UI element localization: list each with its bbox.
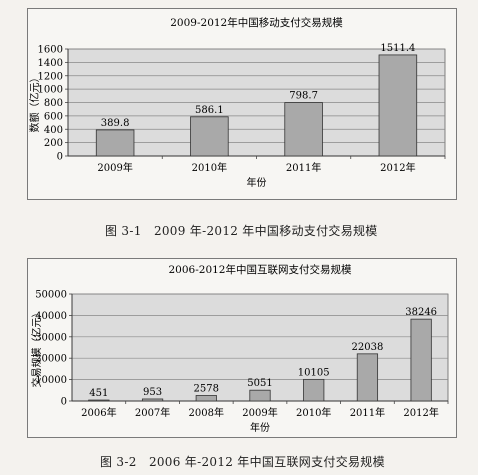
x-tick-label: 2012年 (403, 406, 438, 419)
y-tick-label: 10000 (35, 375, 67, 386)
x-tick-label: 2010年 (296, 406, 331, 419)
chart-internet-payment: 2006-2012年中国互联网支付交易规模 0 10000 20000 30000 400… (27, 258, 457, 438)
figure-caption-1: 图 3-1 2009 年-2012 年中国移动支付交易规模 (105, 224, 378, 238)
bar (195, 395, 217, 402)
data-label: 798.7 (289, 91, 318, 102)
data-label: 586.1 (195, 105, 224, 116)
bar (303, 378, 325, 402)
data-label: 38246 (405, 307, 437, 318)
y-axis-label: 交易规模（亿元） (30, 308, 43, 388)
y-tick-label: 40000 (35, 311, 67, 322)
data-label: 22038 (352, 342, 384, 353)
y-axis-label: 数额（亿元） (28, 73, 41, 133)
y-tick-label: 0 (61, 397, 67, 408)
x-axis-label: 年份 (247, 176, 267, 189)
bar (141, 398, 164, 402)
bar (378, 54, 418, 157)
y-tick-label: 0 (57, 152, 63, 163)
y-tick-label: 600 (44, 111, 63, 122)
x-tick-label: 2010年 (192, 161, 227, 174)
chart-mobile-payment: 2009-2012年中国移动支付交易规模 0 200 400 600 800 1000 120… (27, 8, 457, 200)
y-tick-label: 800 (44, 98, 63, 109)
x-tick-label: 2009年 (97, 161, 132, 174)
data-label: 2578 (194, 383, 219, 394)
y-tick-label: 50000 (35, 290, 67, 301)
bar (95, 129, 135, 157)
bar (410, 318, 432, 402)
data-label: 5051 (247, 378, 272, 389)
bar (356, 353, 379, 402)
y-tick-label: 30000 (35, 332, 67, 343)
chart-mobile-payment-svg: 2009-2012年中国移动支付交易规模 0 200 400 600 800 1000 120… (28, 16, 446, 189)
x-tick-label: 2006年 (81, 406, 116, 419)
chart-title: 2009-2012年中国移动支付交易规模 (170, 16, 343, 29)
x-tick-label: 2011年 (350, 406, 385, 419)
data-label: 953 (143, 387, 162, 398)
bar (190, 116, 229, 157)
x-tick-label: 2012年 (380, 161, 415, 174)
x-tick-label: 2008年 (189, 406, 224, 419)
y-tick-label: 400 (44, 125, 63, 136)
y-tick-label: 1600 (38, 45, 63, 56)
data-label: 451 (89, 388, 108, 399)
y-tick-label: 200 (44, 138, 63, 149)
y-tick-label: 1000 (38, 85, 63, 96)
x-tick-label: 2009年 (242, 406, 277, 419)
x-tick-label: 2011年 (286, 161, 321, 174)
x-tick-label: 2007年 (135, 406, 170, 419)
bar (284, 102, 323, 157)
bar (249, 389, 271, 402)
y-tick-label: 1200 (38, 71, 63, 82)
data-label: 10105 (298, 367, 330, 378)
y-tick-label: 20000 (35, 354, 67, 365)
chart-title: 2006-2012年中国互联网支付交易规模 (169, 263, 352, 276)
y-tick-label: 1400 (38, 58, 63, 69)
x-axis-label: 年份 (250, 421, 270, 434)
bar (88, 399, 110, 402)
data-label: 389.8 (101, 118, 130, 129)
figure-caption-2: 图 3-2 2006 年-2012 年中国互联网支付交易规模 (100, 455, 385, 469)
data-label: 1511.4 (380, 43, 415, 54)
chart-internet-payment-svg: 2006-2012年中国互联网支付交易规模 0 10000 20000 30000 400… (30, 263, 449, 434)
